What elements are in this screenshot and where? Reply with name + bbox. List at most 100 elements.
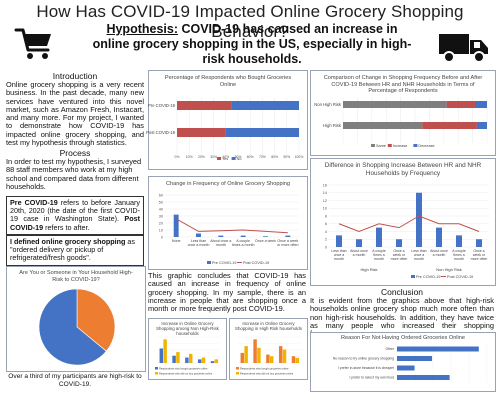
legend-label: No xyxy=(237,157,242,161)
x-tick-label: 80% xyxy=(271,155,278,159)
legend-label: Pre COVID-19 xyxy=(212,261,236,265)
group-label: Non High Risk xyxy=(436,267,462,272)
legend-label: Increase xyxy=(393,144,408,148)
online-grocery-definition-box: I defined online grocery shopping as "or… xyxy=(6,235,144,266)
bar xyxy=(257,347,261,363)
category-label: Once a xyxy=(393,249,404,253)
legend-label: Respondents who did not buy groceries on… xyxy=(159,372,213,376)
y-tick-label: 6 xyxy=(325,222,327,226)
category-label: a month xyxy=(353,253,366,257)
hypothesis-text: COVID-19 has caused an increase in onlin… xyxy=(92,22,412,66)
category-label: A couple xyxy=(236,239,250,243)
legend-label: Yes xyxy=(222,157,228,161)
introduction-text: Online grocery shopping is a very recent… xyxy=(6,80,144,148)
category-label: month xyxy=(454,257,464,261)
x-tick-label: 50% xyxy=(235,155,242,159)
legend-swatch xyxy=(155,367,158,370)
bar xyxy=(266,354,270,363)
category-label: I prefer in-store because it is cheaper xyxy=(338,366,395,370)
category-label: week or xyxy=(393,253,406,257)
category-label: month xyxy=(334,257,344,261)
y-tick-label: 60 xyxy=(159,193,163,197)
y-tick-label: 0 xyxy=(161,235,163,239)
bar xyxy=(253,339,257,363)
chart0-plot: Pre COVID-19 Post COVID-19 0% 10% 20% 30% 40% 5… xyxy=(146,97,304,161)
bar-pre-covid xyxy=(416,192,422,247)
y-tick-label: 14 xyxy=(323,191,327,195)
legend-swatch xyxy=(236,367,239,370)
y-tick-label: 12 xyxy=(323,199,327,203)
post-covid-term: Post COVID-19 xyxy=(10,214,140,232)
bar xyxy=(240,352,245,363)
category-label: About once xyxy=(430,249,448,253)
legend-swatch xyxy=(387,144,392,147)
bar-decrease xyxy=(475,101,487,108)
legend-label: Respondents who did not buy groceries on… xyxy=(240,372,294,376)
category-label: times a xyxy=(453,253,464,257)
legend-swatch xyxy=(236,372,239,375)
bar xyxy=(159,348,164,363)
post-covid-definition: refers to after. xyxy=(43,222,90,232)
bar-same xyxy=(343,101,447,108)
bar xyxy=(244,346,248,363)
category-label: Post COVID-19 xyxy=(146,130,176,135)
graphic-conclusion-text: This graphic concludes that COVID-19 has… xyxy=(148,271,306,314)
group-label: High Risk xyxy=(360,267,377,272)
y-tick-label: 0 xyxy=(325,245,327,249)
category-label: No reason to try online grocery shopping xyxy=(333,357,394,361)
pie-chart-title: Are You or Someone in Your Household Hig… xyxy=(19,270,133,283)
chart1-plot: Non High Risk High Risk Same Increase Decrea… xyxy=(314,97,488,148)
category-label: Once a week xyxy=(255,239,276,243)
chart-hr-increase: Increase in Online Grocery Shopping in H… xyxy=(229,318,308,380)
category-label: a month xyxy=(433,253,446,257)
category-label: more often xyxy=(391,257,408,261)
y-tick-label: 40 xyxy=(159,207,163,211)
y-tick-label: 8 xyxy=(325,214,327,218)
delivery-truck-icon xyxy=(439,34,488,63)
conclusion-heading: Conclusion xyxy=(380,287,424,297)
bar-pre-covid xyxy=(476,239,482,247)
legend-label: Same xyxy=(376,144,386,148)
bar-pre-covid xyxy=(356,239,362,247)
pie-chart-panel: Are You or Someone in Your Household Hig… xyxy=(6,266,146,372)
category-label: week or xyxy=(473,253,486,257)
x-tick-label: 10% xyxy=(186,155,193,159)
category-label: Less than xyxy=(191,239,207,243)
bar-pre-covid xyxy=(218,235,224,237)
legend-label: Decrease xyxy=(418,144,434,148)
bar-pre-covid xyxy=(263,236,268,237)
chart0-title: Percentage of Respondents who Bought Gro… xyxy=(164,75,292,88)
bar-pre-covid xyxy=(285,235,291,237)
bar xyxy=(278,346,283,363)
category-label: A couple xyxy=(452,249,465,253)
category-label: High Risk xyxy=(323,123,342,128)
bar-pre-covid xyxy=(456,235,462,247)
category-label: month xyxy=(374,257,384,261)
bar-no xyxy=(225,128,299,137)
x-tick-label: 100% xyxy=(295,155,304,159)
bar xyxy=(176,352,180,363)
chart7-plot: Other No reason to try online grocery sho… xyxy=(333,343,488,383)
introduction-heading: Introduction xyxy=(52,71,98,81)
pie-slice-yes xyxy=(76,288,116,352)
process-text: In order to test my hypothesis, I survey… xyxy=(6,157,142,191)
bar xyxy=(189,353,193,363)
legend-swatch xyxy=(217,157,221,160)
line-post-covid xyxy=(175,218,288,234)
category-label: None xyxy=(172,239,181,243)
category-label: once a month xyxy=(188,243,210,247)
chart4-title: Difference in Shopping Increase Between … xyxy=(324,162,482,177)
legend-swatch xyxy=(231,157,236,160)
y-tick-label: 4 xyxy=(325,230,327,234)
bar-yes xyxy=(177,128,226,137)
bar xyxy=(282,349,287,363)
legend-swatch xyxy=(371,144,375,147)
legend-label: Respondents who bought groceries online xyxy=(240,367,289,371)
category-label: A couple xyxy=(372,249,385,253)
bar xyxy=(270,356,274,363)
bar-increase xyxy=(422,122,477,129)
bar xyxy=(210,361,215,363)
legend-label: Pre COVID-19 xyxy=(416,275,440,279)
chart-hr-nhr-comparison: Comparison of Change in Shopping Frequen… xyxy=(310,70,496,156)
bar-increase xyxy=(446,101,476,108)
